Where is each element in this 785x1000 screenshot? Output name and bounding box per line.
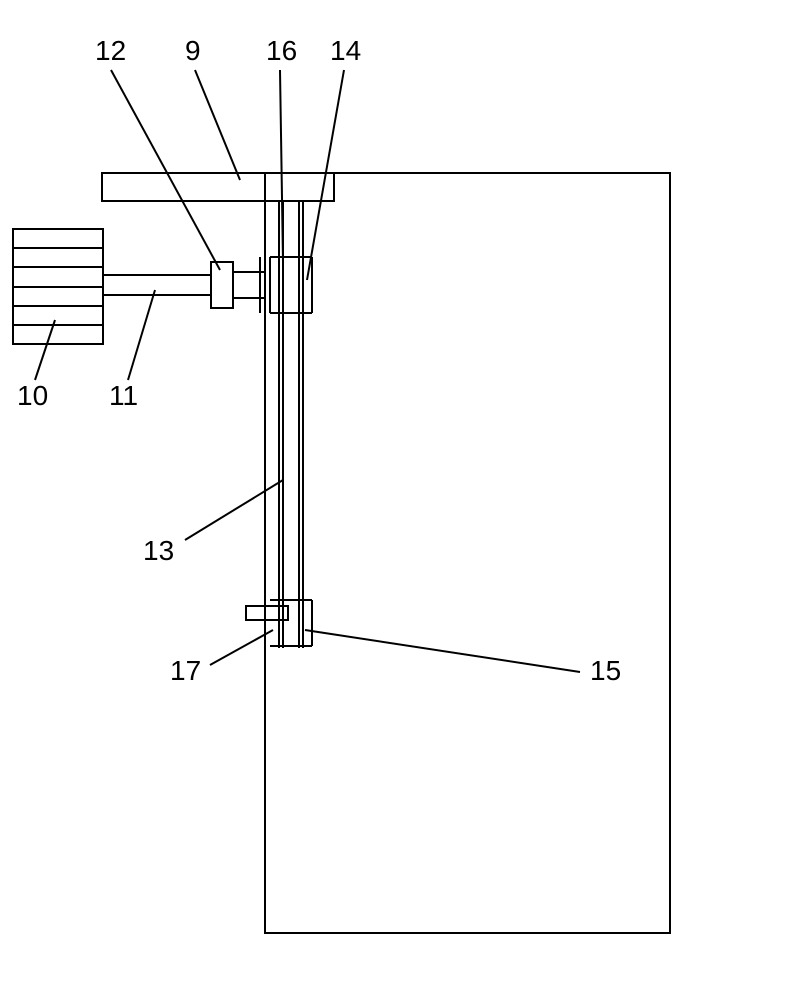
diagram-canvas: 12 9 16 14 10 11 13 17 15: [0, 0, 785, 1000]
main-body: [265, 173, 670, 933]
ref-label-10: 10: [17, 380, 48, 411]
ref-label-16: 16: [266, 35, 297, 66]
ref-label-12: 12: [95, 35, 126, 66]
leader-line: [35, 320, 55, 380]
coupling: [211, 262, 233, 308]
ref-label-9: 9: [185, 35, 201, 66]
leader-line: [305, 630, 580, 672]
leader-line: [128, 290, 155, 380]
top-plate: [102, 173, 334, 201]
leader-line: [307, 70, 344, 280]
shaft: [103, 275, 211, 295]
ref-label-11: 11: [109, 380, 138, 411]
leader-line: [195, 70, 240, 180]
ref-label-14: 14: [330, 35, 361, 66]
ref-label-15: 15: [590, 655, 621, 686]
leader-line: [111, 70, 220, 270]
ref-label-17: 17: [170, 655, 201, 686]
ref-label-13: 13: [143, 535, 174, 566]
leader-line: [185, 480, 283, 540]
leader-line: [210, 630, 273, 665]
leader-line: [280, 70, 283, 262]
